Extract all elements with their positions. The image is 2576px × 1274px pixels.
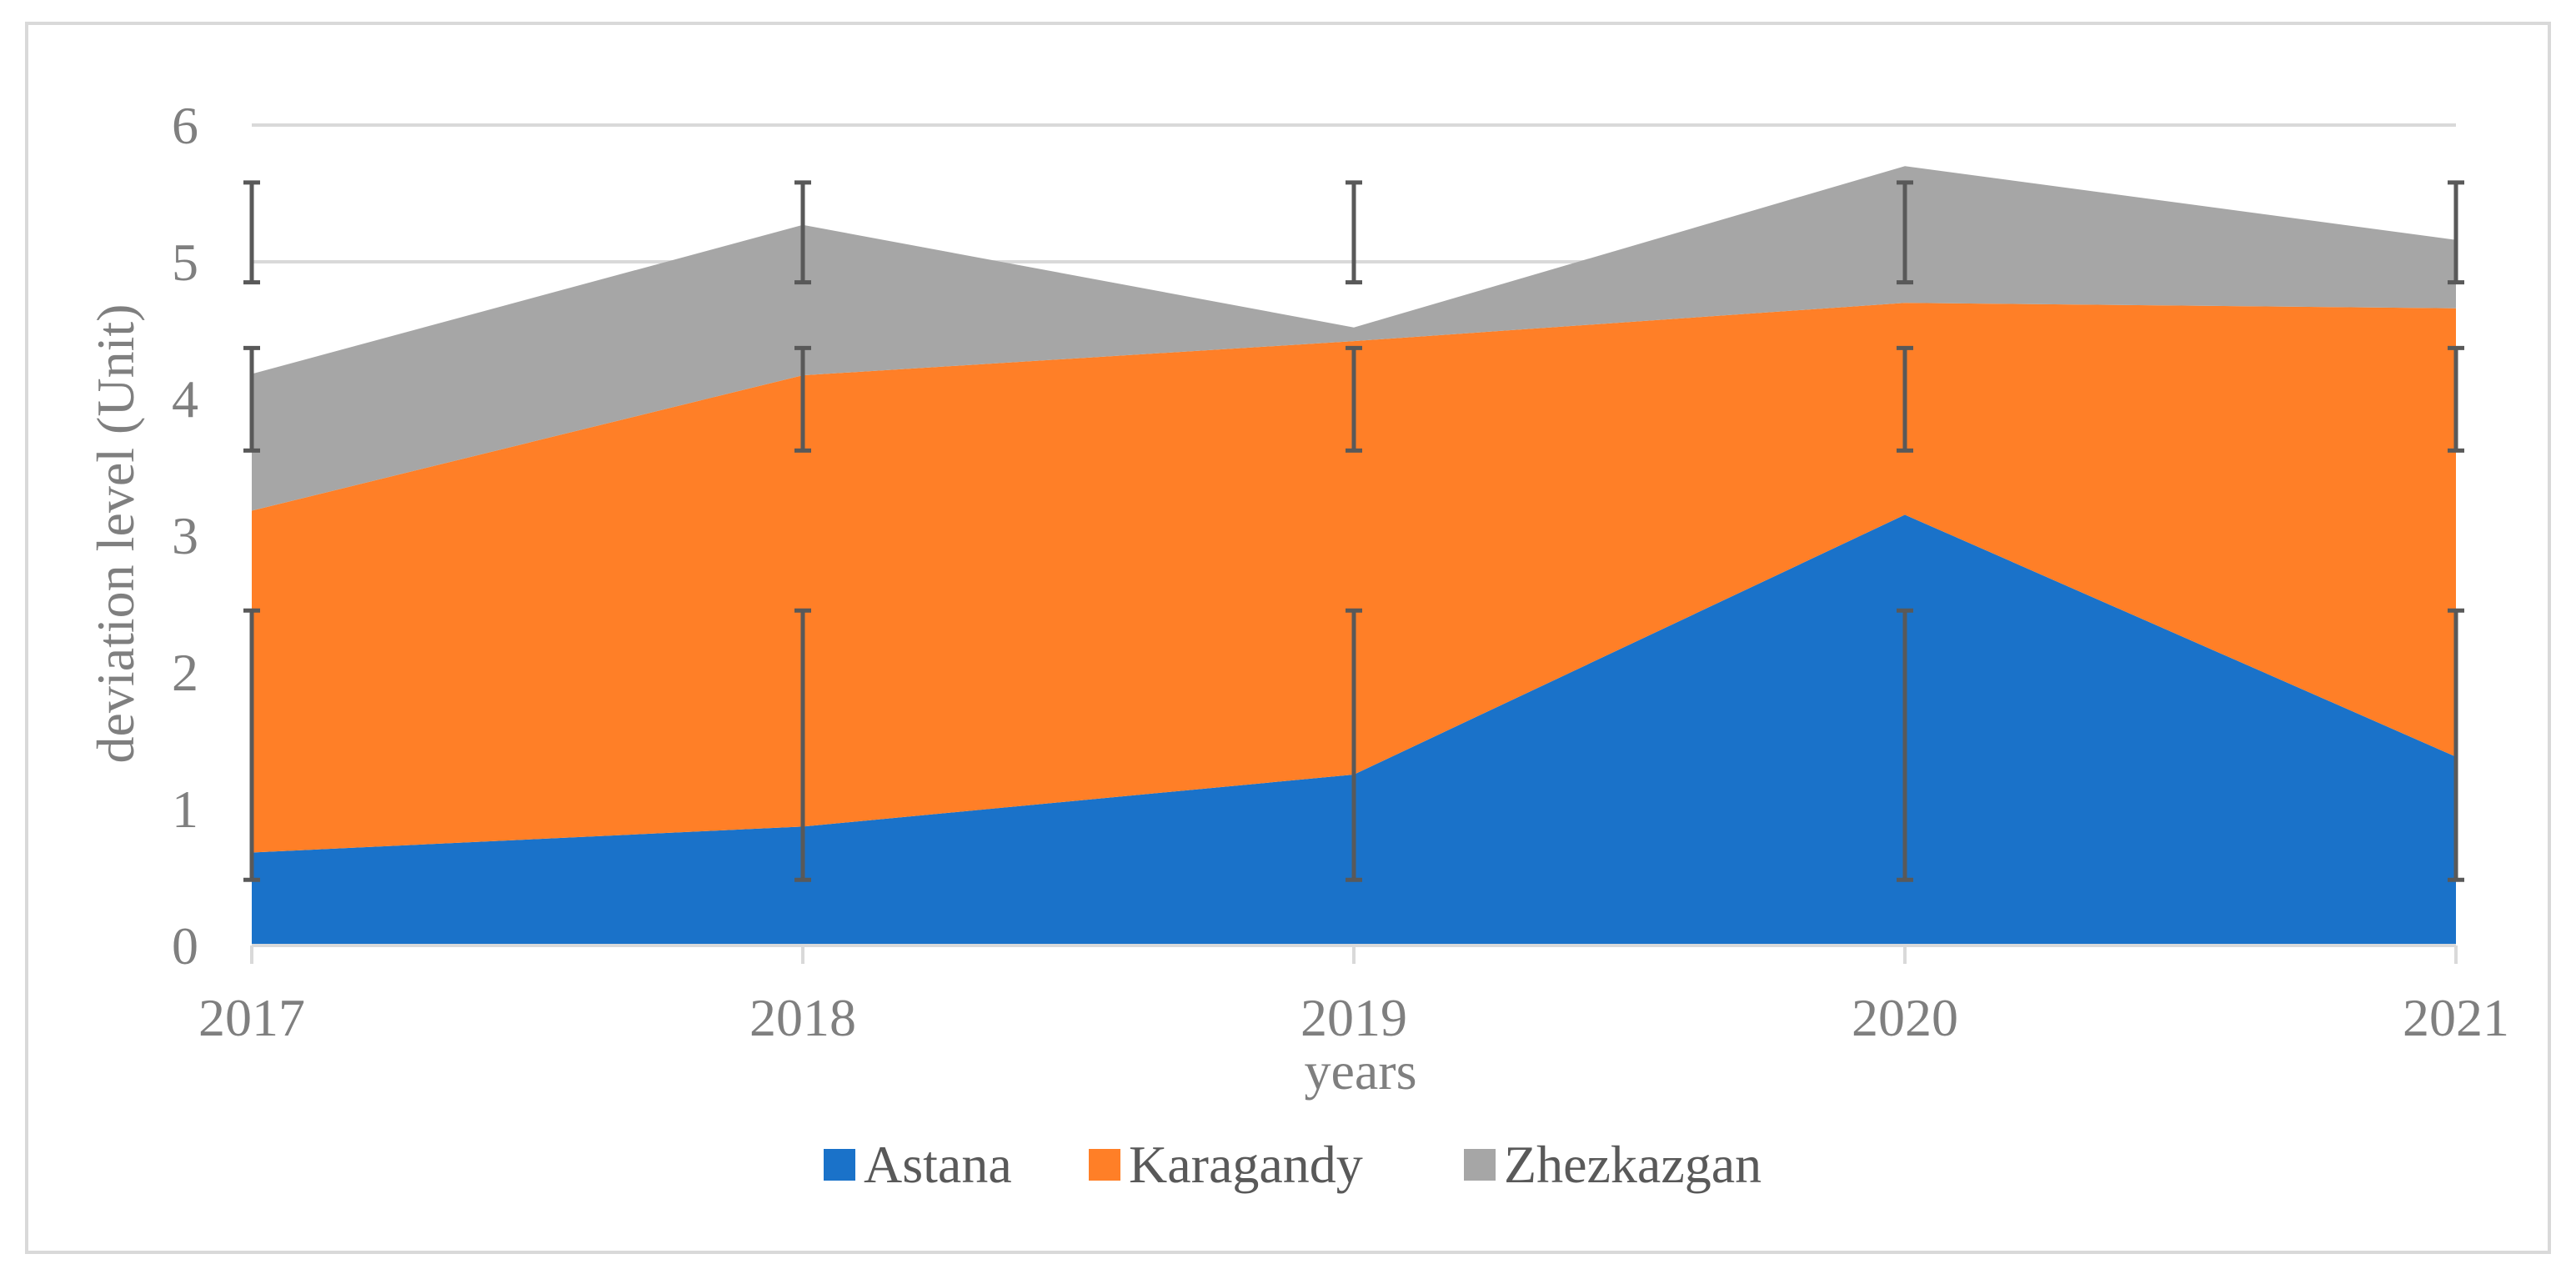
legend-label: Astana: [864, 1135, 1012, 1194]
legend-swatch: [824, 1149, 855, 1181]
error-bar-astana: [1346, 608, 1362, 882]
error-bar-astana: [1897, 608, 1913, 882]
legend: Astana Karagandy Zhezkazgan: [824, 1135, 1762, 1194]
legend-label: Karagandy: [1129, 1135, 1363, 1194]
y-axis-title: deviation level (Unit): [86, 304, 145, 764]
y-tick-label: 4: [172, 369, 198, 429]
x-tick-label: 2017: [198, 988, 305, 1047]
error-bar-karagandy: [2448, 345, 2464, 453]
x-tick-label: 2019: [1301, 988, 1407, 1047]
x-tick-label: 2018: [749, 988, 856, 1047]
error-bar-zhezkazgan: [1897, 180, 1913, 285]
y-tick-label: 6: [172, 96, 198, 155]
legend-swatch: [1089, 1149, 1120, 1181]
error-bar-astana: [243, 608, 260, 882]
legend-item-zhezkazgan: Zhezkazgan: [1464, 1135, 1762, 1194]
error-bar-zhezkazgan: [1346, 180, 1362, 285]
x-tick-label: 2020: [1852, 988, 1958, 1047]
legend-item-astana: Astana: [824, 1135, 1012, 1194]
y-tick-label: 1: [172, 780, 198, 839]
error-bar-astana: [794, 608, 811, 882]
error-bar-zhezkazgan: [794, 180, 811, 285]
x-axis-title: years: [1304, 1041, 1416, 1101]
legend-item-karagandy: Karagandy: [1089, 1135, 1363, 1194]
legend-label: Zhezkazgan: [1504, 1135, 1762, 1194]
y-tick-label: 2: [172, 643, 198, 702]
error-bar-astana: [2448, 608, 2464, 882]
error-bars: [243, 180, 2464, 882]
legend-swatch: [1464, 1149, 1496, 1181]
x-tick-labels: 2017 2018 2019 2020 2021: [198, 988, 2509, 1047]
error-bar-karagandy: [1346, 345, 1362, 453]
error-bar-zhezkazgan: [243, 180, 260, 285]
error-bar-karagandy: [1897, 345, 1913, 453]
y-tick-label: 3: [172, 506, 198, 565]
error-bar-karagandy: [243, 345, 260, 453]
error-bar-karagandy: [794, 345, 811, 453]
y-tick-labels: 0 1 2 3 4 5 6: [172, 96, 198, 976]
x-axis-line: [250, 944, 2458, 964]
x-tick-label: 2021: [2403, 988, 2509, 1047]
y-tick-label: 0: [172, 916, 198, 976]
error-bar-zhezkazgan: [2448, 180, 2464, 285]
y-tick-label: 5: [172, 233, 198, 292]
